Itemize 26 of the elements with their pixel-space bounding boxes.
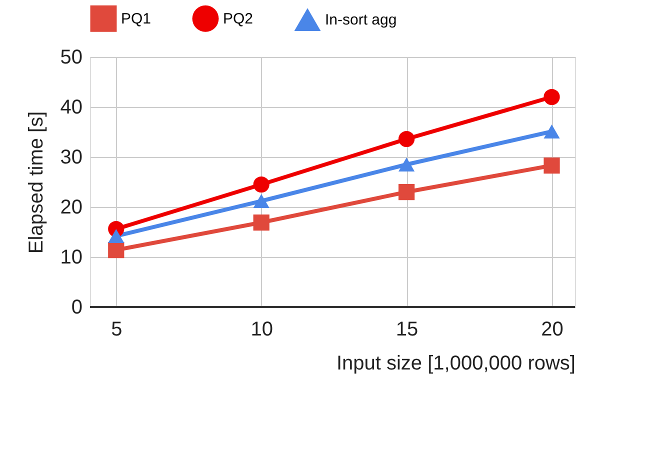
y-axis-title: Elapsed time [s] [25, 111, 48, 254]
point [544, 157, 560, 174]
point [108, 229, 124, 243]
legend-label: PQ1 [121, 10, 152, 28]
y-tick-label: 0 [71, 296, 82, 318]
x-tick-label: 5 [111, 318, 122, 340]
point [398, 184, 415, 200]
x-tick-label: 15 [396, 318, 418, 340]
point [544, 124, 560, 138]
x-axis-title: Input size [1,000,000 rows] [336, 352, 576, 374]
point [544, 88, 560, 106]
point [398, 158, 415, 172]
x-tick-label: 20 [541, 318, 564, 340]
x-tick-label: 10 [250, 318, 273, 340]
y-tick-label: 30 [60, 146, 82, 168]
y-tick-label: 50 [60, 46, 82, 68]
point [253, 176, 270, 193]
point [398, 130, 415, 148]
point [253, 214, 270, 231]
point [253, 194, 270, 208]
legend-label: PQ2 [223, 10, 254, 28]
y-tick-label: 20 [60, 196, 82, 218]
legend-label: In-sort agg [325, 12, 397, 29]
y-tick-label: 40 [60, 96, 82, 118]
point [108, 242, 124, 258]
y-tick-label: 10 [60, 246, 82, 268]
